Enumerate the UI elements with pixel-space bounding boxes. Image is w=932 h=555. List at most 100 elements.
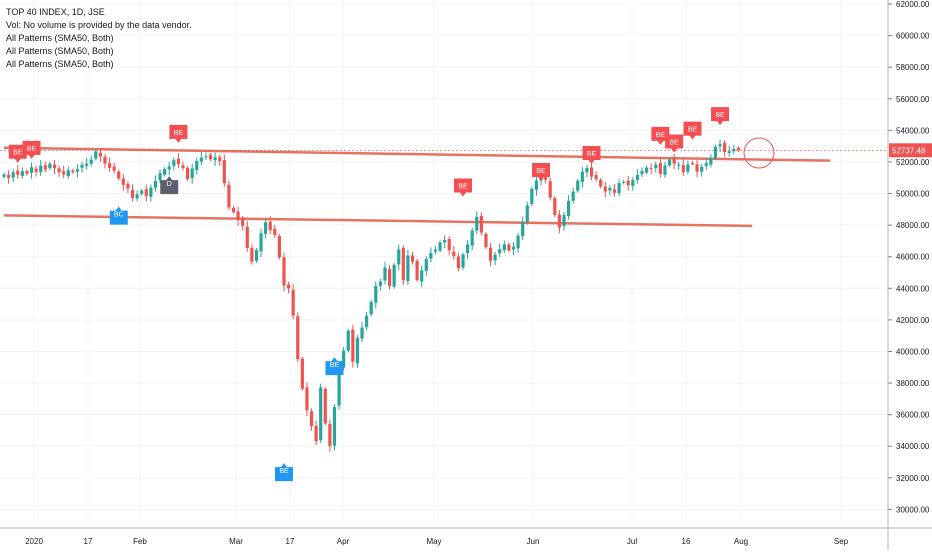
trendline [3,214,753,228]
pattern-label-text: BE [587,151,597,158]
candle-body [117,171,121,179]
candle-body [663,165,667,175]
x-tick-label: 17 [286,537,295,546]
candle-body [52,164,57,169]
candle-body [254,250,259,261]
pattern-label: BC [109,206,128,225]
candle-body [158,173,162,181]
y-tick-label: 58000.00 [896,63,930,72]
pattern-label-text: BE [715,112,725,119]
candle-body [562,215,566,227]
y-tick-label: 52000.00 [896,158,930,167]
candle-body [424,259,428,271]
trendlines [3,146,831,228]
pattern-marker [454,178,472,197]
pattern-label: BE [665,134,684,153]
pattern-marker [169,124,188,143]
candle-body [62,171,66,175]
pattern-marker [683,121,702,140]
candle-body [465,244,470,254]
candle-body [667,159,672,166]
candle-body [645,167,649,173]
pattern-label-text: BE [536,168,546,175]
candle-body [199,157,203,162]
pattern-label: BE [169,124,188,143]
candle-body [438,242,442,251]
y-tick-label: 44000.00 [896,284,930,293]
y-tick-label: 56000.00 [896,95,930,104]
candle-body [525,205,529,222]
candle-body [29,167,34,173]
pattern-label-text: BE [13,150,23,157]
candle-body [112,166,116,171]
candle-body [332,407,337,446]
candle-body [140,190,144,194]
candle-body [319,387,323,441]
y-tick-label: 32000.00 [896,474,930,483]
candle-body [415,260,419,281]
y-tick-label: 30000.00 [896,505,930,514]
x-tick-label: Sep [834,537,849,546]
pattern-label-text: BE [27,146,37,153]
candle-body [342,350,346,368]
candle-body [241,218,245,226]
candle-body [447,239,451,251]
candle-body [635,175,640,180]
candle-body [57,168,61,173]
x-tick-label: Jul [627,537,637,546]
candle-body [181,165,185,168]
y-tick-label: 48000.00 [896,221,930,230]
pattern-label-text: BE [688,127,698,134]
highlight-circle [743,137,775,169]
candle-body [277,236,281,258]
candle-body [626,180,630,185]
pattern-label: BE [651,126,670,145]
candle-body [231,207,236,213]
pattern-label: D [160,176,179,195]
candle-body [580,171,584,183]
candle-body [365,315,369,328]
candle-body [71,170,75,173]
x-tick-label: Feb [133,537,147,546]
candle-body [176,158,181,165]
candle-body [479,215,483,233]
candle-body [167,166,171,170]
legend-indicator[interactable]: All Patterns (SMA50, Both) [6,46,114,56]
candle-body [195,160,199,170]
x-tick-label: Apr [337,537,350,546]
pattern-label-text: BE [458,184,468,191]
candle-body [507,244,511,251]
candle-body [16,170,20,175]
pattern-label: BE [454,178,472,197]
candle-body [658,163,662,174]
candle-body [521,222,525,237]
candle-body [612,189,617,193]
candle-body [153,181,158,188]
candle-body [686,164,690,172]
x-tick-label: 17 [84,537,93,546]
candle-body [420,270,424,282]
legend-indicator[interactable]: All Patterns (SMA50, Both) [6,59,114,69]
candle-body [700,166,704,172]
candle-body [511,246,516,250]
legend-indicator[interactable]: All Patterns (SMA50, Both) [6,33,114,43]
candle-body [681,165,685,173]
candle-body [107,163,112,168]
candle-body [222,160,226,184]
candle-body [39,165,43,173]
y-tick-label: 42000.00 [896,316,930,325]
candle-body [172,160,176,166]
candle-body [695,164,699,172]
candle-body [672,158,676,164]
candle-body [282,257,286,286]
candle-body [456,256,461,269]
x-tick-label: Mar [229,537,243,546]
pattern-marker [711,107,730,126]
candle-body [534,180,539,190]
candle-body [25,171,29,174]
x-tick-label: 2020 [25,537,43,546]
chart-legend: TOP 40 INDEX, 1D, JSE Vol: No volume is … [6,6,192,71]
